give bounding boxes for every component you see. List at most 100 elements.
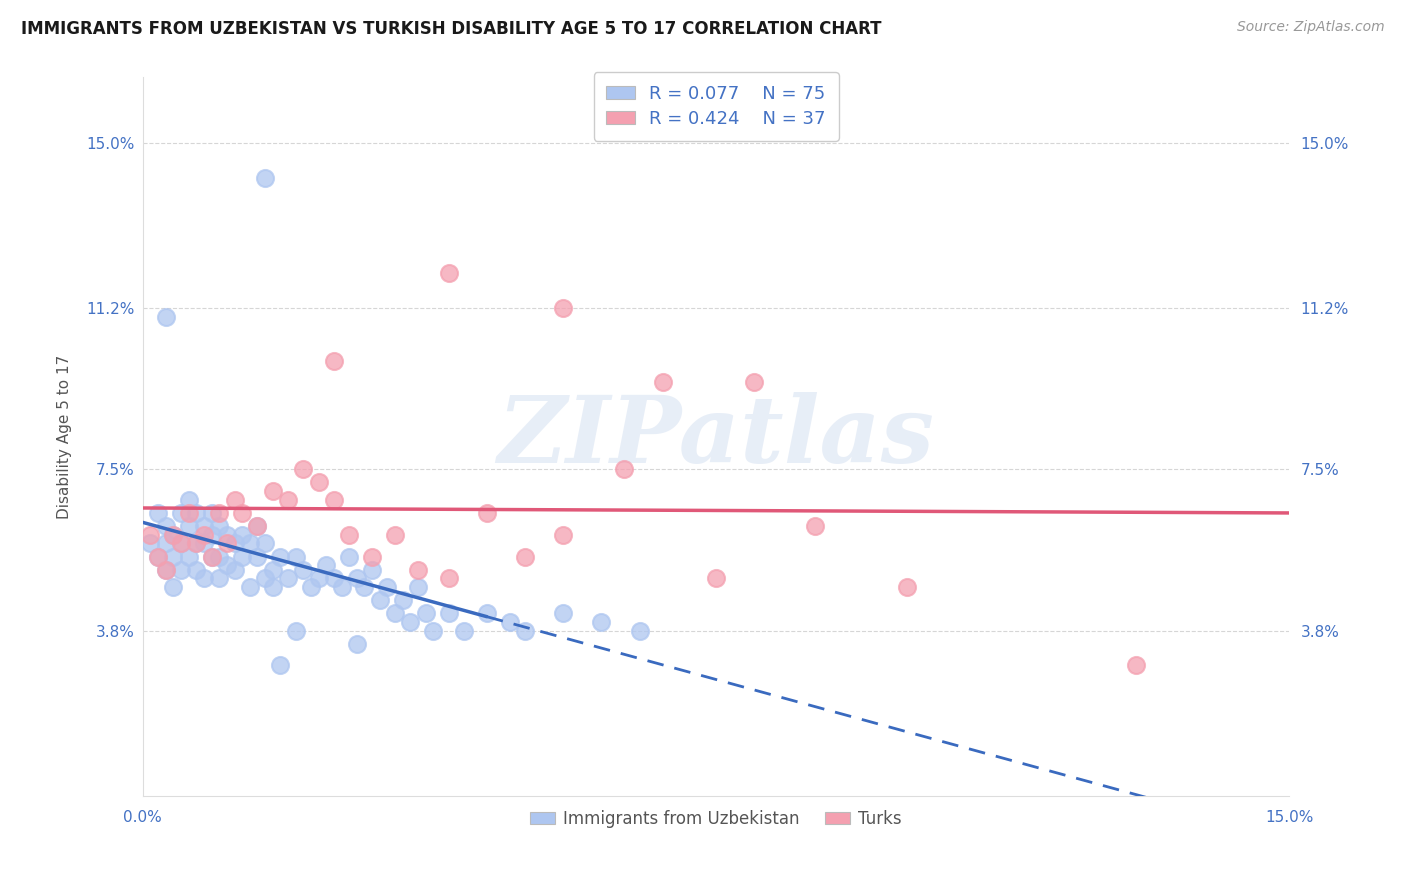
Point: [299, 580, 322, 594]
Point: [262, 563, 284, 577]
Point: [651, 376, 673, 390]
Point: [155, 519, 177, 533]
Point: [170, 563, 193, 577]
Point: [177, 506, 200, 520]
Point: [628, 624, 651, 638]
Point: [215, 536, 238, 550]
Point: [377, 580, 399, 594]
Point: [475, 606, 498, 620]
Point: [384, 528, 406, 542]
Point: [284, 549, 307, 564]
Point: [292, 563, 315, 577]
Point: [346, 637, 368, 651]
Point: [277, 571, 299, 585]
Point: [193, 519, 215, 533]
Point: [254, 170, 277, 185]
Y-axis label: Disability Age 5 to 17: Disability Age 5 to 17: [58, 355, 72, 519]
Point: [315, 558, 337, 573]
Point: [361, 549, 384, 564]
Point: [200, 506, 222, 520]
Point: [406, 563, 429, 577]
Point: [193, 571, 215, 585]
Point: [170, 506, 193, 520]
Point: [704, 571, 727, 585]
Point: [186, 506, 208, 520]
Point: [269, 549, 291, 564]
Point: [361, 563, 384, 577]
Point: [368, 593, 391, 607]
Point: [406, 580, 429, 594]
Point: [742, 376, 765, 390]
Point: [215, 528, 238, 542]
Point: [200, 549, 222, 564]
Point: [437, 606, 460, 620]
Point: [437, 571, 460, 585]
Point: [231, 506, 253, 520]
Point: [215, 558, 238, 573]
Point: [353, 580, 375, 594]
Point: [499, 615, 522, 629]
Text: IMMIGRANTS FROM UZBEKISTAN VS TURKISH DISABILITY AGE 5 TO 17 CORRELATION CHART: IMMIGRANTS FROM UZBEKISTAN VS TURKISH DI…: [21, 20, 882, 37]
Point: [475, 506, 498, 520]
Text: ZIPatlas: ZIPatlas: [498, 392, 935, 482]
Point: [346, 571, 368, 585]
Point: [139, 528, 162, 542]
Point: [308, 475, 330, 490]
Point: [391, 593, 413, 607]
Point: [186, 536, 208, 550]
Point: [186, 536, 208, 550]
Point: [322, 492, 344, 507]
Point: [322, 571, 344, 585]
Point: [193, 536, 215, 550]
Point: [177, 492, 200, 507]
Point: [162, 549, 184, 564]
Point: [193, 528, 215, 542]
Point: [553, 528, 575, 542]
Point: [422, 624, 444, 638]
Point: [155, 563, 177, 577]
Point: [208, 571, 231, 585]
Point: [224, 563, 246, 577]
Point: [553, 606, 575, 620]
Legend: Immigrants from Uzbekistan, Turks: Immigrants from Uzbekistan, Turks: [523, 803, 908, 835]
Point: [231, 549, 253, 564]
Point: [437, 267, 460, 281]
Text: Source: ZipAtlas.com: Source: ZipAtlas.com: [1237, 20, 1385, 34]
Point: [231, 528, 253, 542]
Point: [513, 549, 536, 564]
Point: [591, 615, 613, 629]
Point: [246, 549, 269, 564]
Point: [139, 536, 162, 550]
Point: [262, 580, 284, 594]
Point: [262, 484, 284, 499]
Point: [162, 580, 184, 594]
Point: [513, 624, 536, 638]
Point: [453, 624, 475, 638]
Point: [162, 528, 184, 542]
Point: [553, 301, 575, 316]
Point: [415, 606, 437, 620]
Point: [155, 536, 177, 550]
Point: [177, 549, 200, 564]
Point: [337, 528, 360, 542]
Point: [1125, 658, 1147, 673]
Point: [186, 563, 208, 577]
Point: [254, 571, 277, 585]
Point: [146, 549, 169, 564]
Point: [804, 519, 827, 533]
Point: [896, 580, 918, 594]
Point: [384, 606, 406, 620]
Point: [337, 549, 360, 564]
Point: [155, 310, 177, 324]
Point: [200, 528, 222, 542]
Point: [292, 462, 315, 476]
Point: [208, 506, 231, 520]
Point: [155, 563, 177, 577]
Point: [254, 536, 277, 550]
Point: [224, 536, 246, 550]
Point: [246, 519, 269, 533]
Point: [308, 571, 330, 585]
Point: [208, 519, 231, 533]
Point: [239, 536, 262, 550]
Point: [146, 506, 169, 520]
